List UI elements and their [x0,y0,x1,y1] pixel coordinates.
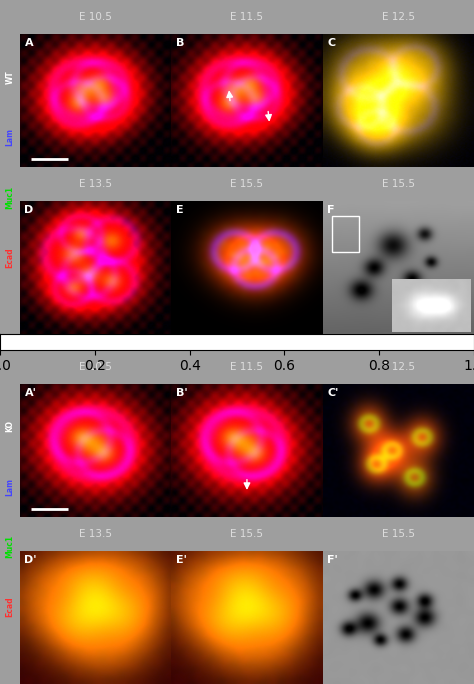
Text: A: A [25,38,33,48]
Text: Ecad: Ecad [6,247,14,268]
Text: Muc1: Muc1 [6,186,14,209]
Text: E 13.5: E 13.5 [79,529,112,539]
Text: E 12.5: E 12.5 [382,362,415,371]
Bar [332,216,359,252]
Text: A': A' [25,388,36,397]
Text: C': C' [327,388,338,397]
Text: Lam: Lam [6,128,14,146]
Text: E 11.5: E 11.5 [230,12,264,22]
Text: F: F [327,205,335,215]
Text: E 15.5: E 15.5 [382,529,415,539]
Text: Muc1: Muc1 [6,536,14,558]
Text: E 13.5: E 13.5 [79,179,112,189]
Text: D: D [25,205,34,215]
Text: KO: KO [6,421,14,432]
Text: E 15.5: E 15.5 [230,179,264,189]
Text: E 12.5: E 12.5 [382,12,415,22]
Text: E 15.5: E 15.5 [230,529,264,539]
Text: C: C [327,38,335,48]
Text: F': F' [327,555,338,565]
Text: E 10.5: E 10.5 [79,362,112,371]
Text: WT: WT [6,70,14,84]
Text: E 15.5: E 15.5 [382,179,415,189]
Text: B': B' [176,388,187,397]
Text: Lam: Lam [6,477,14,496]
Text: E 11.5: E 11.5 [230,362,264,371]
Text: D': D' [25,555,37,565]
Text: B: B [176,38,184,48]
Text: Ecad: Ecad [6,596,14,618]
Text: E 10.5: E 10.5 [79,12,112,22]
Text: E': E' [176,555,187,565]
Text: E: E [176,205,183,215]
